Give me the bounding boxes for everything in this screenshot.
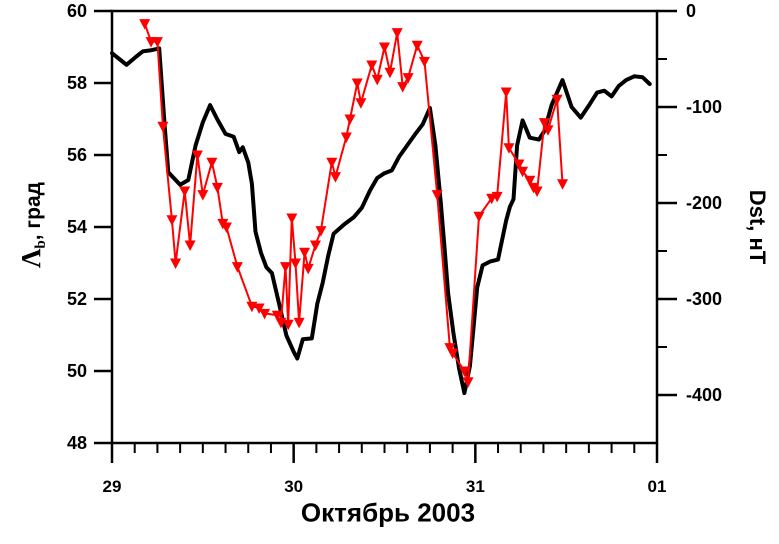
x-axis-tick-label: 30: [284, 477, 303, 496]
lambda-marker: [491, 191, 503, 203]
lambda-marker: [402, 73, 414, 84]
left-axis-tick-label: 54: [67, 217, 87, 237]
lambda-marker: [326, 157, 338, 169]
lambda-marker: [418, 56, 430, 68]
lambda-marker: [289, 258, 301, 269]
plot-border-rect: [110, 9, 659, 445]
left-axis-tick-label: 50: [67, 361, 87, 381]
lambda-marker: [444, 343, 456, 354]
lambda-marker: [557, 179, 569, 190]
lambda-series: [143, 22, 564, 383]
lambda-marker: [344, 114, 356, 125]
lambda-marker: [139, 19, 151, 30]
lambda-subscript: b: [33, 240, 50, 249]
lambda-marker: [211, 182, 223, 194]
lambda-marker: [517, 166, 529, 178]
left-axis-tick-label: 60: [67, 1, 87, 21]
left-axis-ticks: 60 58 56 54 52 50 48: [67, 1, 112, 453]
lambda-marker: [206, 157, 218, 169]
left-axis-tick-label: 48: [67, 433, 87, 453]
x-axis-tick-label: 29: [103, 477, 122, 496]
lambda-marker: [329, 172, 341, 183]
x-axis-ticks: 29 30 31 01: [103, 443, 667, 496]
right-axis-ticks: 0 -100 -200 -300 -400: [657, 1, 722, 405]
lambda-marker: [391, 28, 403, 39]
lambda-marker: [397, 82, 409, 93]
right-axis-tick-label: -400: [686, 385, 722, 405]
lambda-marker: [253, 303, 265, 314]
lambda-marker: [279, 262, 291, 273]
lambda-marker: [366, 60, 378, 71]
lambda-series-markers: [139, 19, 569, 388]
right-axis-tick-label: 0: [686, 1, 696, 21]
lambda-marker: [379, 42, 390, 53]
lambda-marker: [551, 94, 563, 106]
lambda-marker: [431, 190, 443, 201]
plot-border: [110, 9, 659, 445]
lambda-marker: [166, 215, 178, 226]
lambda-marker: [538, 118, 550, 129]
lambda-marker: [351, 78, 363, 89]
right-axis-tick-label: -100: [686, 97, 722, 117]
lambda-marker: [371, 74, 383, 86]
lambda-marker: [542, 125, 554, 136]
lambda-marker: [447, 348, 459, 359]
lambda-marker: [220, 222, 232, 233]
lambda-marker: [458, 366, 470, 377]
lambda-marker: [355, 98, 367, 109]
lambda-marker: [191, 150, 203, 161]
x-axis-tick-label: 31: [466, 477, 485, 496]
lambda-marker: [271, 310, 283, 322]
left-axis-tick-label: 56: [67, 145, 87, 165]
lambda-marker: [473, 211, 485, 223]
lambda-marker: [531, 186, 543, 197]
lambda-line: [143, 22, 564, 383]
left-axis-tick-label: 52: [67, 289, 87, 309]
lambda-marker: [315, 226, 327, 237]
lambda-marker: [259, 308, 271, 320]
x-axis-title: Октябрь 2003: [300, 497, 476, 528]
lambda-marker: [503, 143, 515, 154]
lambda-marker: [231, 262, 243, 273]
lambda-marker: [500, 87, 512, 98]
lambda-marker: [309, 240, 321, 251]
lambda-marker: [184, 240, 196, 251]
left-axis-tick-label: 58: [67, 73, 87, 93]
lambda-marker: [299, 247, 311, 259]
lambda-marker: [302, 263, 314, 275]
right-axis-tick-label: -300: [686, 289, 722, 309]
x-axis-tick-label: 01: [648, 477, 667, 496]
lambda-marker: [411, 40, 423, 52]
lambda-marker: [282, 319, 294, 331]
lambda-marker: [197, 190, 209, 201]
lambda-marker: [340, 132, 352, 143]
right-axis-tick-label: -200: [686, 193, 722, 213]
lambda-marker: [170, 258, 182, 269]
left-axis-title: Λb, град: [16, 182, 50, 268]
lambda-marker: [384, 67, 396, 79]
right-axis-title: Dst, нТ: [745, 189, 770, 265]
lambda-marker: [524, 175, 536, 187]
lambda-marker: [462, 377, 474, 388]
lambda-marker: [157, 121, 169, 133]
lambda-marker: [293, 317, 305, 329]
lambda-marker: [179, 186, 191, 197]
lambda-marker: [286, 213, 298, 224]
lambda-marker: [151, 37, 163, 48]
lambda-marker: [513, 159, 525, 170]
left-axis-units: , град: [21, 182, 45, 241]
lambda-symbol: Λ: [15, 248, 46, 268]
